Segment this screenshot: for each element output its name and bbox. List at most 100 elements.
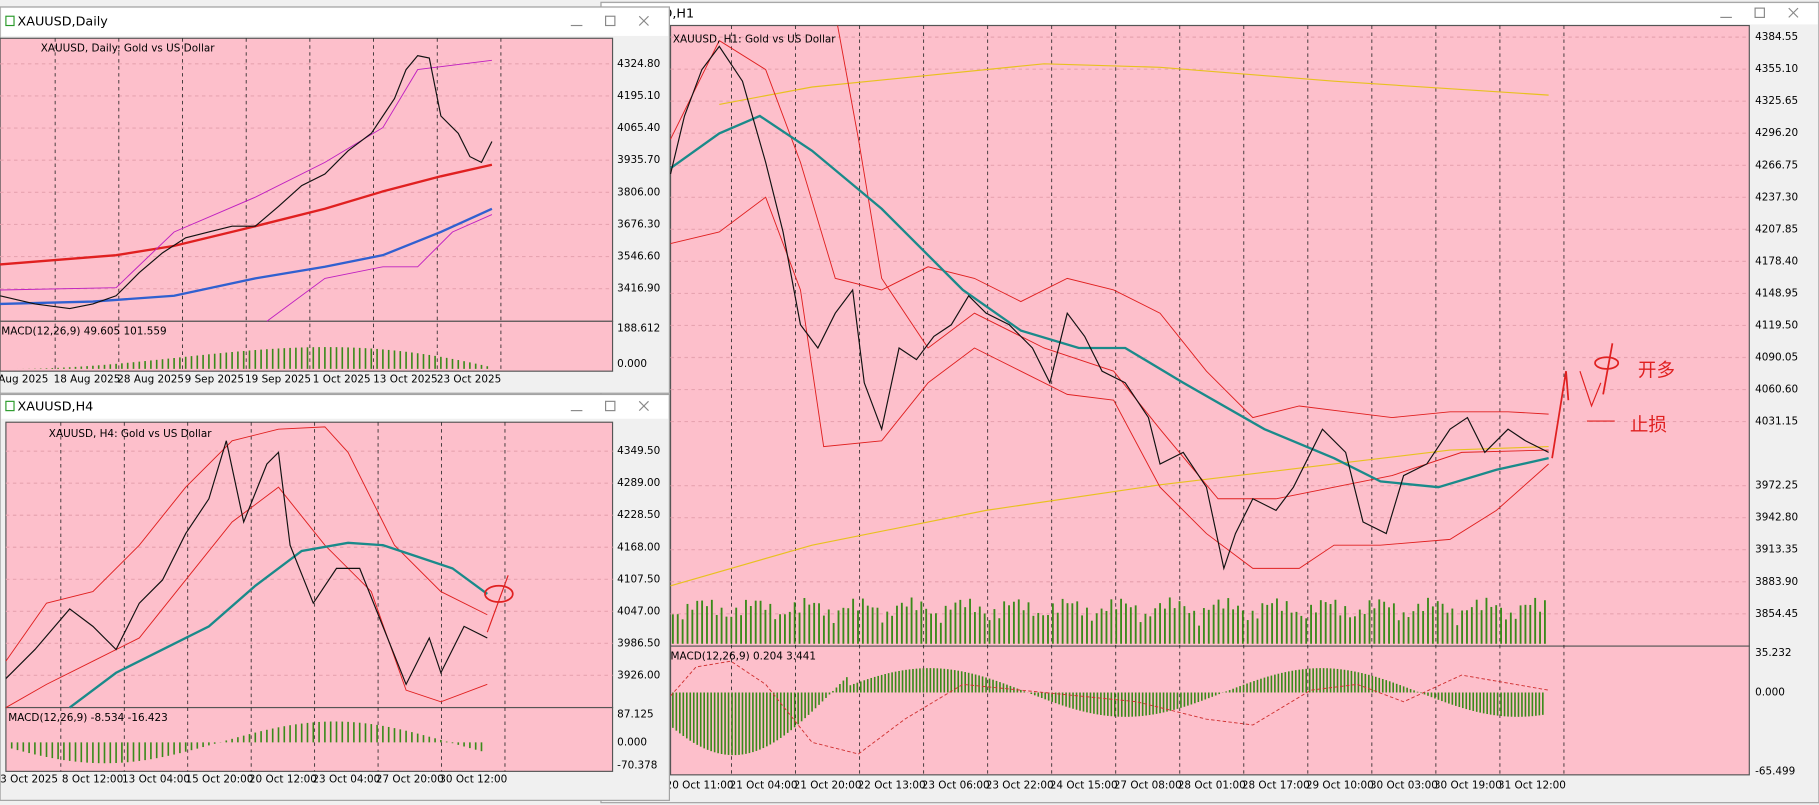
- close-button[interactable]: [638, 400, 649, 412]
- price-label: 4060.60: [1755, 384, 1798, 396]
- annotation-circle: [1594, 356, 1620, 370]
- close-icon: [638, 15, 649, 26]
- macd-axis-label: 35.232: [1755, 647, 1791, 659]
- date-label: 3 Oct 2025: [0, 773, 58, 785]
- date-label: 27 Oct 08:00: [1114, 779, 1182, 791]
- date-label: 28 Oct 01:00: [1178, 779, 1246, 791]
- date-label: 21 Oct 04:00: [730, 779, 798, 791]
- indicator-line: [5, 440, 488, 686]
- annotation-line: [1579, 370, 1602, 408]
- price-label: 4384.55: [1755, 31, 1798, 43]
- price-label: 4119.50: [1755, 319, 1798, 331]
- maximize-button[interactable]: [605, 15, 616, 27]
- date-label: 31 Oct 12:00: [1498, 779, 1566, 791]
- date-label: 29 Oct 10:00: [1306, 779, 1374, 791]
- date-label: 18 Aug 2025: [54, 373, 121, 385]
- price-label: 4047.00: [617, 605, 660, 617]
- price-label: 4228.50: [617, 509, 660, 521]
- maximize-button[interactable]: [605, 400, 616, 412]
- macd-axis-label: 188.612: [617, 322, 660, 334]
- indicator-line: [0, 163, 493, 266]
- chart-area: [0, 37, 614, 322]
- indicator-line: [69, 541, 488, 709]
- window-title: XAUUSD,H4: [18, 400, 94, 415]
- date-label: 8 Oct 12:00: [62, 773, 123, 785]
- date-label: 13 Oct 04:00: [122, 773, 190, 785]
- indicator-line: [266, 214, 493, 322]
- price-label: 3942.80: [1755, 512, 1798, 524]
- indicator-line: [719, 63, 1549, 105]
- chart-area: [5, 421, 614, 709]
- price-label: 3676.30: [617, 218, 660, 230]
- date-label: 20 Oct 11:00: [666, 779, 734, 791]
- price-label: 3935.70: [617, 154, 660, 166]
- date-label: Aug 2025: [0, 373, 48, 385]
- annotation: 止损: [1630, 415, 1667, 436]
- date-label: 21 Oct 20:00: [794, 779, 862, 791]
- title-bar: [602, 3, 1818, 25]
- date-label: 1 Oct 2025: [313, 373, 371, 385]
- price-label: 4325.65: [1755, 95, 1798, 107]
- date-label: 28 Oct 17:00: [1242, 779, 1310, 791]
- price-label: 4207.85: [1755, 223, 1798, 235]
- indicator-line: [669, 114, 1549, 489]
- indicator-line: [0, 55, 493, 310]
- price-label: 3546.60: [617, 251, 660, 263]
- indicator-line: [0, 207, 493, 306]
- date-label: 22 Oct 13:00: [858, 779, 926, 791]
- date-label: 19 Sep 2025: [245, 373, 311, 385]
- indicator-line: [5, 486, 488, 708]
- macd-label: MACD(12,26,9) -8.534 -16.423: [8, 712, 168, 724]
- date-label: 27 Oct 20:00: [376, 773, 444, 785]
- close-icon: [1788, 7, 1799, 18]
- chart-header: XAUUSD, H4: Gold vs US Dollar: [49, 428, 212, 440]
- macd-label: MACD(12,26,9) 0.204 3.441: [671, 651, 816, 663]
- date-label: 23 Oct 22:00: [986, 779, 1054, 791]
- date-label: 28 Aug 2025: [117, 373, 184, 385]
- indicator-line: [670, 660, 1549, 755]
- date-label: 23 Oct 04:00: [312, 773, 380, 785]
- date-label: 23 Oct 06:00: [922, 779, 990, 791]
- date-label: 23 Oct 2025: [437, 373, 501, 385]
- price-label: 3913.35: [1755, 544, 1798, 556]
- macd-axis-label: -65.499: [1755, 765, 1795, 777]
- macd-axis-label: 0.000: [617, 736, 647, 748]
- maximize-button[interactable]: [1754, 7, 1765, 18]
- price-label: 4266.75: [1755, 159, 1798, 171]
- date-label: 30 Oct 03:00: [1370, 779, 1438, 791]
- chart-header: XAUUSD, H1: Gold vs US Dollar: [673, 33, 836, 45]
- indicator-line: [0, 59, 492, 291]
- price-label: 4178.40: [1755, 255, 1798, 267]
- indicator-line: [669, 45, 1549, 571]
- date-label: 13 Oct 2025: [373, 373, 437, 385]
- chart-header: XAUUSD, Daily: Gold vs US Dollar: [41, 43, 216, 55]
- price-label: 4355.10: [1755, 63, 1798, 75]
- title-bar: [1, 395, 669, 419]
- macd-axis-label: 87.125: [617, 709, 653, 721]
- close-button[interactable]: [1788, 7, 1799, 18]
- price-label: 4031.15: [1755, 416, 1798, 428]
- macd-axis-label: -70.378: [617, 760, 657, 772]
- close-button[interactable]: [638, 15, 649, 26]
- price-label: 3986.50: [617, 637, 660, 649]
- macd-area: [0, 320, 614, 372]
- price-label: 3972.25: [1755, 480, 1798, 492]
- date-label: 30 Oct 12:00: [439, 773, 507, 785]
- date-label: 24 Oct 15:00: [1050, 779, 1118, 791]
- h4-window: XAUUSD,H4 XAUUSD, H4: Gold vs US Dollar MA…: [0, 393, 670, 801]
- window-title: XAUUSD,Daily: [18, 15, 109, 30]
- price-label: 4168.00: [617, 541, 660, 553]
- date-label: 20 Oct 12:00: [249, 773, 317, 785]
- macd-area: [5, 706, 614, 772]
- h1-window: XAUUSD,H1XAUUSD, H1: Gold vs US DollarMA…: [600, 1, 1819, 804]
- price-label: 3854.45: [1755, 608, 1798, 620]
- indicator-line: [5, 426, 488, 662]
- daily-window: XAUUSD,Daily XAUUSD, Daily: Gold vs US Do…: [0, 6, 670, 394]
- annotation-line: [486, 575, 509, 633]
- window-icon: [5, 15, 15, 27]
- macd-axis-label: 0.000: [1755, 686, 1785, 698]
- indicator-line: [670, 445, 1549, 587]
- price-label: 4289.00: [617, 477, 660, 489]
